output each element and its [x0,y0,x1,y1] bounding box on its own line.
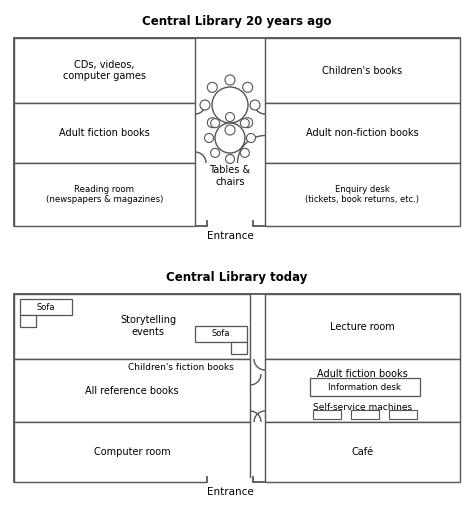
Circle shape [210,148,219,157]
Circle shape [225,125,235,135]
Bar [14,38,195,103]
Text: Café: Café [351,447,374,457]
Circle shape [240,119,249,127]
Circle shape [200,100,210,110]
Circle shape [243,118,253,127]
Bar [265,294,460,359]
Circle shape [250,100,260,110]
Text: Sofa: Sofa [212,330,230,338]
Circle shape [207,118,217,127]
Circle shape [215,123,245,153]
Circle shape [246,134,255,142]
Bar [20,315,36,327]
Text: Reading room
(newspapers & magazines): Reading room (newspapers & magazines) [46,185,163,204]
Bar [195,326,247,342]
Text: Entrance: Entrance [207,231,254,241]
Text: CDs, videos,
computer games: CDs, videos, computer games [63,60,146,81]
Text: Enquiry desk
(tickets, book returns, etc.): Enquiry desk (tickets, book returns, etc… [306,185,419,204]
Bar [265,359,460,422]
Text: Adult fiction books: Adult fiction books [317,369,408,379]
Bar [14,422,250,482]
Bar [14,294,460,482]
Bar [207,478,253,484]
Text: Lecture room: Lecture room [330,322,395,331]
Bar [265,163,460,226]
Bar [14,103,195,163]
Bar [14,294,250,359]
Bar [20,299,72,315]
Text: All reference books: All reference books [85,386,179,395]
Bar [265,103,460,163]
Bar [310,378,420,396]
Text: Information desk: Information desk [328,382,401,392]
Circle shape [207,82,217,92]
Circle shape [212,87,248,123]
Text: Children's books: Children's books [322,66,402,75]
Bar [231,342,247,354]
Circle shape [226,113,235,121]
Circle shape [225,75,235,85]
Bar [14,38,460,226]
Text: Central Library 20 years ago: Central Library 20 years ago [142,15,332,28]
Text: Storytelling
events: Storytelling events [120,315,176,337]
Circle shape [210,119,219,127]
Circle shape [204,134,213,142]
Circle shape [240,148,249,157]
Bar [265,38,460,103]
Bar [207,222,253,228]
Text: Central Library today: Central Library today [166,271,308,284]
Text: Adult non-fiction books: Adult non-fiction books [306,128,419,138]
Circle shape [226,155,235,163]
Text: Tables &
chairs: Tables & chairs [210,165,251,187]
Text: Computer room: Computer room [94,447,170,457]
Bar [389,410,417,419]
Bar [313,410,341,419]
Text: Sofa: Sofa [37,303,55,311]
Text: Children's fiction books: Children's fiction books [128,362,234,372]
Circle shape [243,82,253,92]
Text: Entrance: Entrance [207,487,254,497]
Bar [265,422,460,482]
Text: Self-service machines: Self-service machines [313,402,412,412]
Bar [14,163,195,226]
Text: Adult fiction books: Adult fiction books [59,128,150,138]
Bar [14,359,250,422]
Bar [351,410,379,419]
